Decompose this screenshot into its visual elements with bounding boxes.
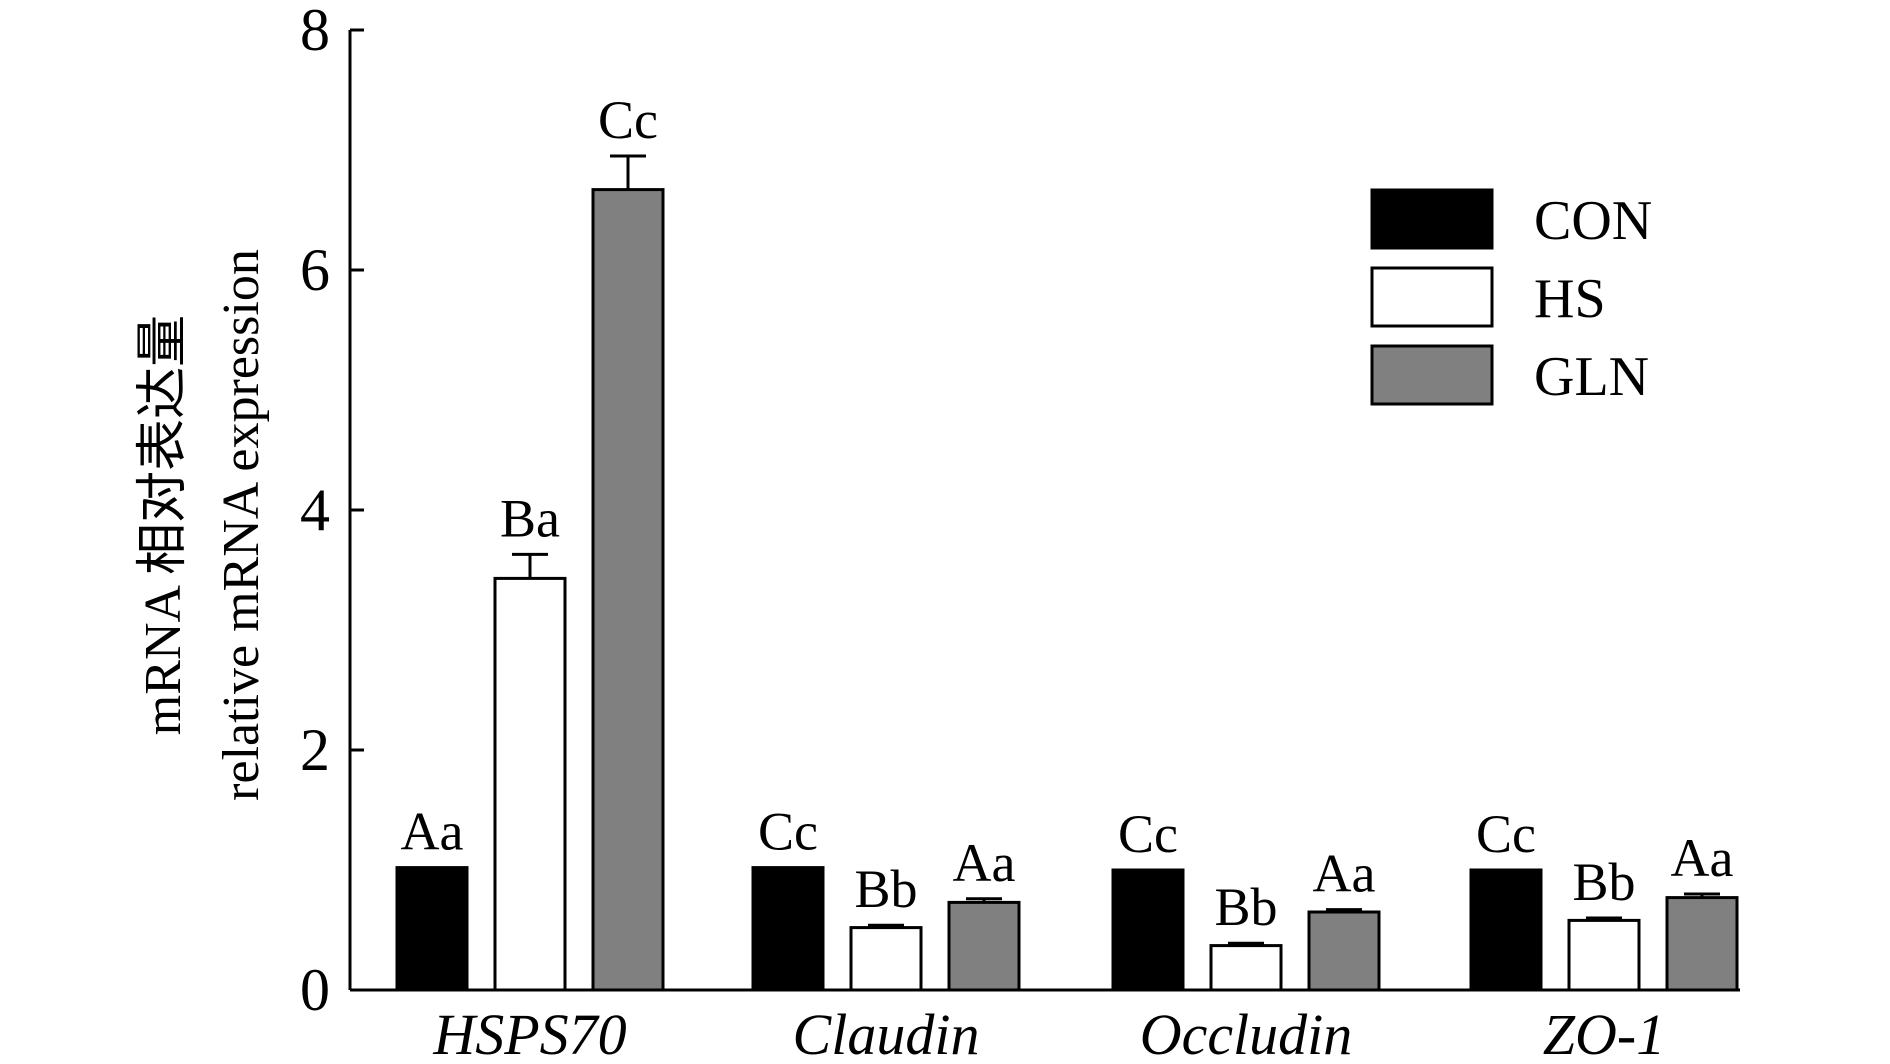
significance-label: Bb: [1572, 852, 1635, 912]
bar-gln-hsps70: [591, 188, 665, 992]
y-tick-label: 2: [300, 717, 330, 783]
legend-label-con: CON: [1534, 190, 1652, 252]
y-axis-label-line-2: relative mRNA expression: [213, 249, 270, 801]
legend-swatch-hs: [1370, 266, 1494, 328]
bar-con-occludin: [1111, 868, 1185, 992]
legend-swatch-con: [1370, 188, 1494, 250]
bar-con-claudin: [751, 866, 825, 992]
y-axis-label: mRNA 相对表达量 relative mRNA expression: [135, 249, 270, 801]
legend-label-hs: HS: [1534, 268, 1606, 330]
legend-swatch-gln: [1370, 344, 1494, 406]
y-tick-label: 4: [300, 477, 330, 543]
bar-hs-occludin: [1209, 944, 1283, 992]
plot-area: 0 2 4 6 8 Aa Ba Cc HSPS70 Cc Bb Aa Claudin Cc Bb Aa Occl…: [300, 0, 1740, 1064]
significance-label: Bb: [854, 859, 917, 919]
legend-label-gln: GLN: [1534, 346, 1649, 408]
y-axis-label-line-1: mRNA 相对表达量: [135, 315, 192, 735]
significance-label: Aa: [401, 802, 464, 862]
significance-label: Aa: [953, 833, 1016, 893]
bar-gln-claudin: [947, 900, 1021, 992]
significance-label: Aa: [1671, 828, 1734, 888]
bar-con-hsps70: [395, 866, 469, 992]
bar-hs-zo-1: [1567, 918, 1641, 992]
bar-gln-zo-1: [1665, 896, 1739, 992]
significance-label: Cc: [1118, 804, 1178, 864]
x-category-label: Occludin: [1140, 1002, 1353, 1064]
significance-label: Ba: [500, 488, 560, 548]
x-category-label: HSPS70: [432, 1002, 626, 1064]
x-category-label: Claudin: [793, 1002, 980, 1064]
significance-label: Cc: [1476, 804, 1536, 864]
significance-label: Aa: [1313, 844, 1376, 904]
bar-con-zo-1: [1469, 868, 1543, 992]
legend: CON HS GLN: [1370, 188, 1652, 408]
y-tick-label: 6: [300, 237, 330, 303]
bar-hs-claudin: [849, 926, 923, 992]
y-tick-label: 0: [300, 957, 330, 1023]
significance-label: Cc: [758, 802, 818, 862]
bar-gln-occludin: [1307, 910, 1381, 992]
significance-label: Bb: [1214, 877, 1277, 937]
x-category-label: ZO-1: [1543, 1002, 1665, 1064]
y-tick-label: 8: [300, 0, 330, 63]
bar-hs-hsps70: [493, 576, 567, 992]
significance-label: Cc: [598, 90, 658, 150]
